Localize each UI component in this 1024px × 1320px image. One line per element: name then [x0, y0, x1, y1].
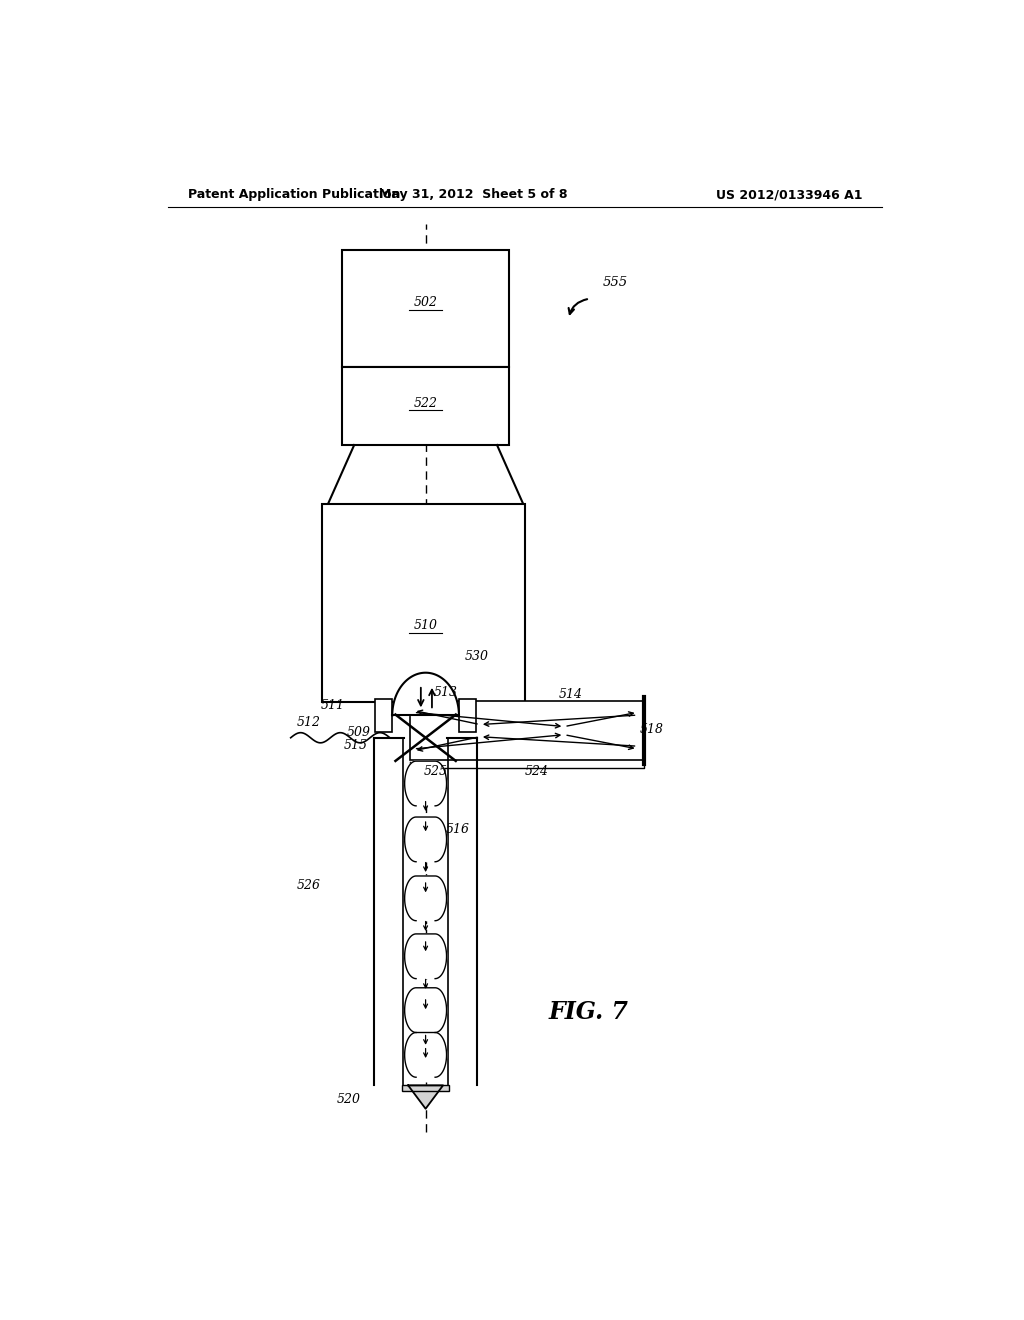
Text: 520: 520 — [337, 1093, 360, 1106]
Bar — [459, 700, 476, 731]
Text: Patent Application Publication: Patent Application Publication — [187, 189, 400, 202]
Text: 526: 526 — [297, 879, 321, 891]
Polygon shape — [404, 876, 446, 921]
Text: 509: 509 — [347, 726, 371, 739]
Text: 518: 518 — [640, 723, 664, 737]
Text: 555: 555 — [602, 276, 628, 289]
Text: 502: 502 — [414, 296, 437, 309]
Polygon shape — [404, 935, 446, 978]
Bar — [410, 701, 644, 760]
Text: 522: 522 — [414, 397, 437, 409]
Text: 513: 513 — [433, 685, 458, 698]
Polygon shape — [404, 817, 446, 862]
Polygon shape — [404, 987, 446, 1032]
Polygon shape — [409, 1085, 443, 1109]
Text: 525: 525 — [424, 764, 447, 777]
Polygon shape — [392, 673, 459, 715]
Text: May 31, 2012  Sheet 5 of 8: May 31, 2012 Sheet 5 of 8 — [379, 189, 567, 202]
Text: US 2012/0133946 A1: US 2012/0133946 A1 — [716, 189, 862, 202]
Bar — [375, 700, 392, 731]
Text: 516: 516 — [445, 822, 469, 836]
Bar — [342, 367, 509, 445]
Text: 515: 515 — [344, 739, 368, 752]
Bar — [401, 1085, 450, 1092]
Text: 511: 511 — [321, 698, 345, 711]
Polygon shape — [404, 762, 446, 805]
Bar — [323, 504, 525, 702]
Text: 514: 514 — [559, 688, 583, 701]
Text: 530: 530 — [465, 649, 489, 663]
Text: 524: 524 — [524, 764, 549, 777]
Text: FIG. 7: FIG. 7 — [548, 1001, 629, 1024]
Bar — [342, 249, 509, 367]
Polygon shape — [404, 1032, 446, 1077]
Text: 510: 510 — [414, 619, 437, 632]
Text: 512: 512 — [297, 715, 321, 729]
